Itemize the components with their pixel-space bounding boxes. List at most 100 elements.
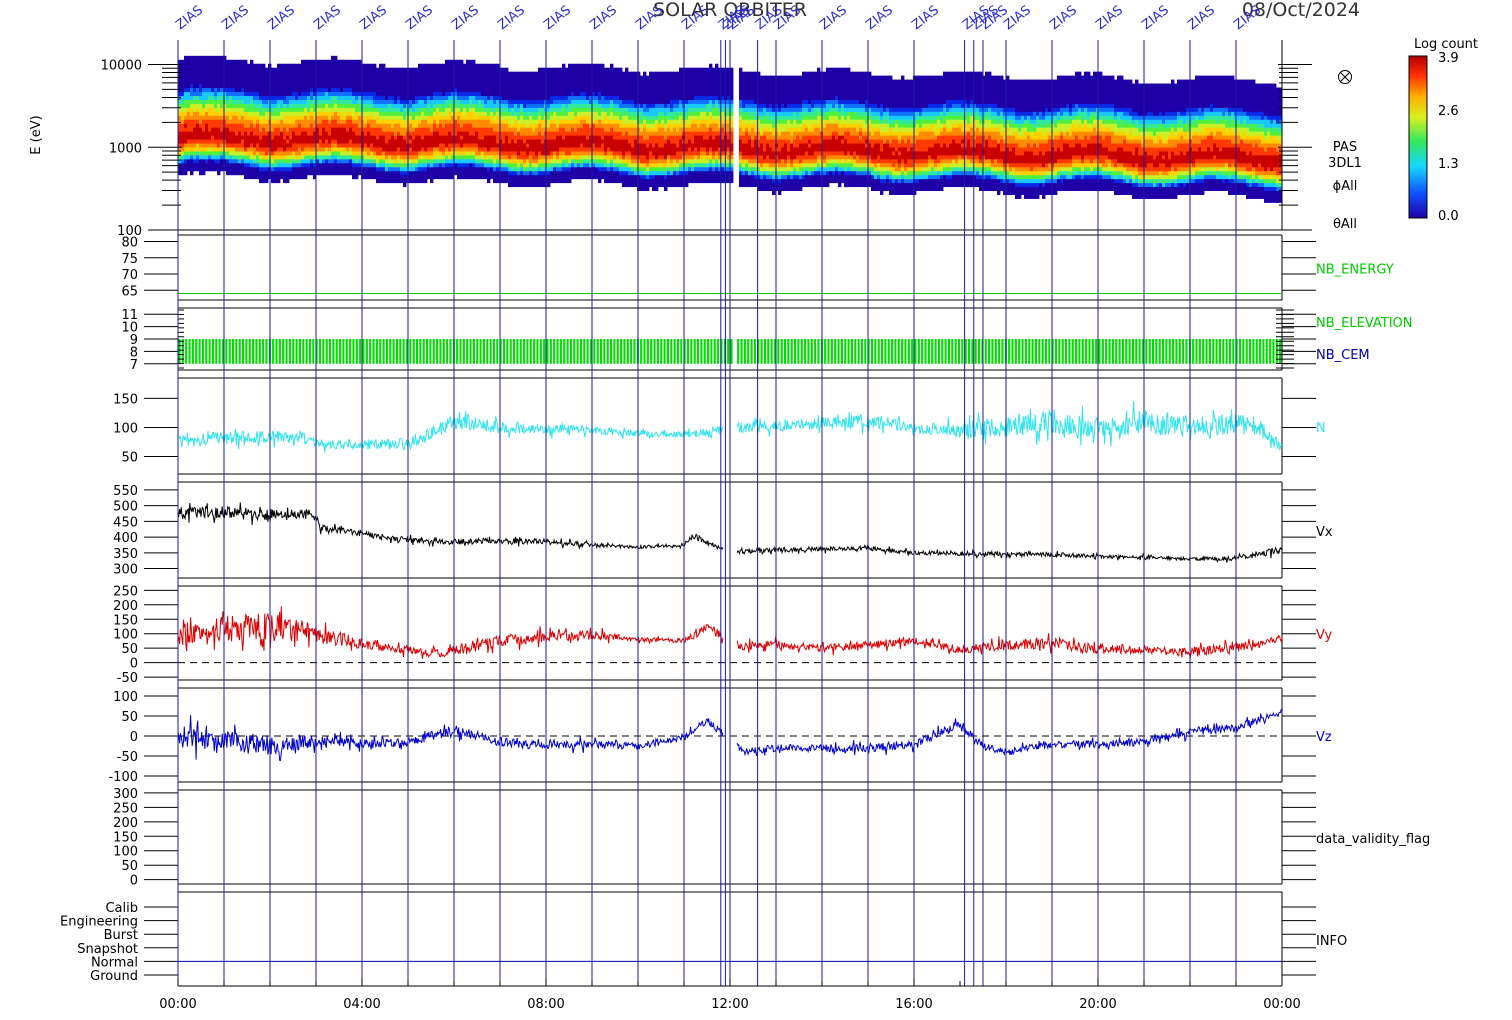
spectrogram-cell <box>655 123 659 128</box>
spectrogram-cell <box>385 115 389 120</box>
spectrogram-cell <box>364 103 368 108</box>
spectrogram-cell <box>496 162 500 168</box>
spectrogram-cell <box>562 67 566 73</box>
spectrogram-cell <box>469 166 473 172</box>
spectrogram-cell <box>394 170 398 176</box>
spectrogram-cell <box>481 142 485 148</box>
spectrogram-cell <box>607 87 611 93</box>
spectrogram-cell <box>283 142 287 148</box>
spectrogram-cell <box>619 146 623 152</box>
spectrogram-cell <box>181 67 185 73</box>
spectrogram-cell <box>640 138 644 144</box>
spectrogram-cell <box>235 59 239 65</box>
spectrogram-cell <box>235 75 239 81</box>
spectrogram-cell <box>394 115 398 120</box>
spectrogram-cell <box>505 174 509 180</box>
spectrogram-cell <box>424 63 428 69</box>
spectrogram-cell <box>490 79 494 85</box>
spectrogram-cell <box>622 119 626 124</box>
spectrogram-cell <box>667 142 671 148</box>
spectrogram-cell <box>472 83 476 89</box>
spectrogram-cell <box>655 107 659 112</box>
spectrogram-cell <box>436 79 440 85</box>
spectrogram-cell <box>217 75 221 81</box>
spectrogram-cell <box>625 95 629 100</box>
spectrogram-cell <box>646 123 650 128</box>
spectrogram-cell <box>496 67 500 73</box>
spectrogram-cell <box>313 67 317 73</box>
spectrogram-cell <box>595 131 599 136</box>
spectrogram-cell <box>358 135 362 140</box>
spectrogram-cell <box>628 91 632 97</box>
spectrogram-cell <box>571 63 575 69</box>
spectrogram-cell <box>250 162 254 168</box>
spectrogram-cell <box>595 135 599 140</box>
spectrogram-cell <box>421 107 425 112</box>
spectrogram-cell <box>577 162 581 168</box>
spectrogram-cell <box>466 135 470 140</box>
spectrogram-cell <box>418 131 422 136</box>
spectrogram-cell <box>541 150 545 156</box>
spectrogram-cell <box>655 103 659 108</box>
spectrogram-cell <box>649 123 653 128</box>
spectrogram-cell <box>280 170 284 176</box>
spectrogram-cell <box>568 142 572 148</box>
spectrogram-cell <box>409 135 413 140</box>
spectrogram-cell <box>484 107 488 112</box>
spectrogram-cell <box>547 79 551 85</box>
spectrogram-cell <box>487 115 491 120</box>
spectrogram-cell <box>235 63 239 69</box>
spectrogram-cell <box>247 170 251 176</box>
spectrogram-cell <box>451 115 455 120</box>
spectrogram-cell <box>625 127 629 132</box>
spectrogram-cell <box>583 87 587 93</box>
spectrogram-cell <box>253 87 257 93</box>
spectrogram-cell <box>571 91 575 97</box>
spectrogram-cell <box>250 87 254 93</box>
spectrogram-cell <box>241 83 245 89</box>
spectrogram-cell <box>286 135 290 140</box>
spectrogram-cell <box>331 83 335 89</box>
spectrogram-cell <box>382 146 386 152</box>
spectrogram-cell <box>523 95 527 100</box>
spectrogram-cell <box>298 91 302 97</box>
spectrogram-cell <box>235 87 239 93</box>
spectrogram-cell <box>634 182 638 188</box>
spectrogram-cell <box>331 107 335 112</box>
spectrogram-cell <box>574 119 578 124</box>
spectrogram-cell <box>253 142 257 148</box>
spectrogram-cell <box>277 170 281 176</box>
spectrogram-cell <box>592 162 596 168</box>
spectrogram-cell <box>313 166 317 172</box>
spectrogram-cell <box>178 150 182 156</box>
spectrogram-cell <box>610 91 614 97</box>
spectrogram-cell <box>580 158 584 164</box>
spectrogram-cell <box>556 107 560 112</box>
spectrogram-cell <box>487 174 491 180</box>
spectrogram-cell <box>667 107 671 112</box>
spectrogram-cell <box>373 91 377 97</box>
spectrogram-cell <box>244 63 248 69</box>
spectrogram-cell <box>583 67 587 73</box>
spectrogram-cell <box>307 138 311 144</box>
spectrogram-cell <box>625 178 629 184</box>
spectrogram-cell <box>301 67 305 73</box>
spectrogram-cell <box>241 150 245 156</box>
spectrogram-cell <box>586 162 590 168</box>
spectrogram-cell <box>358 83 362 89</box>
spectrogram-cell <box>352 91 356 97</box>
spectrogram-cell <box>568 83 572 89</box>
spectrogram-cell <box>370 154 374 160</box>
spectrogram-cell <box>211 63 215 69</box>
spectrogram-cell <box>409 131 413 136</box>
spectrogram-cell <box>382 119 386 124</box>
spectrogram-cell <box>616 166 620 172</box>
spectrogram-cell <box>670 119 674 124</box>
spectrogram-cell <box>661 103 665 108</box>
spectrogram-cell <box>577 75 581 81</box>
spectrogram-cell <box>604 166 608 172</box>
spectrogram-cell <box>556 79 560 85</box>
spectrogram-cell <box>259 99 263 104</box>
spectrogram-cell <box>265 138 269 144</box>
spectrogram-cell <box>631 71 635 77</box>
